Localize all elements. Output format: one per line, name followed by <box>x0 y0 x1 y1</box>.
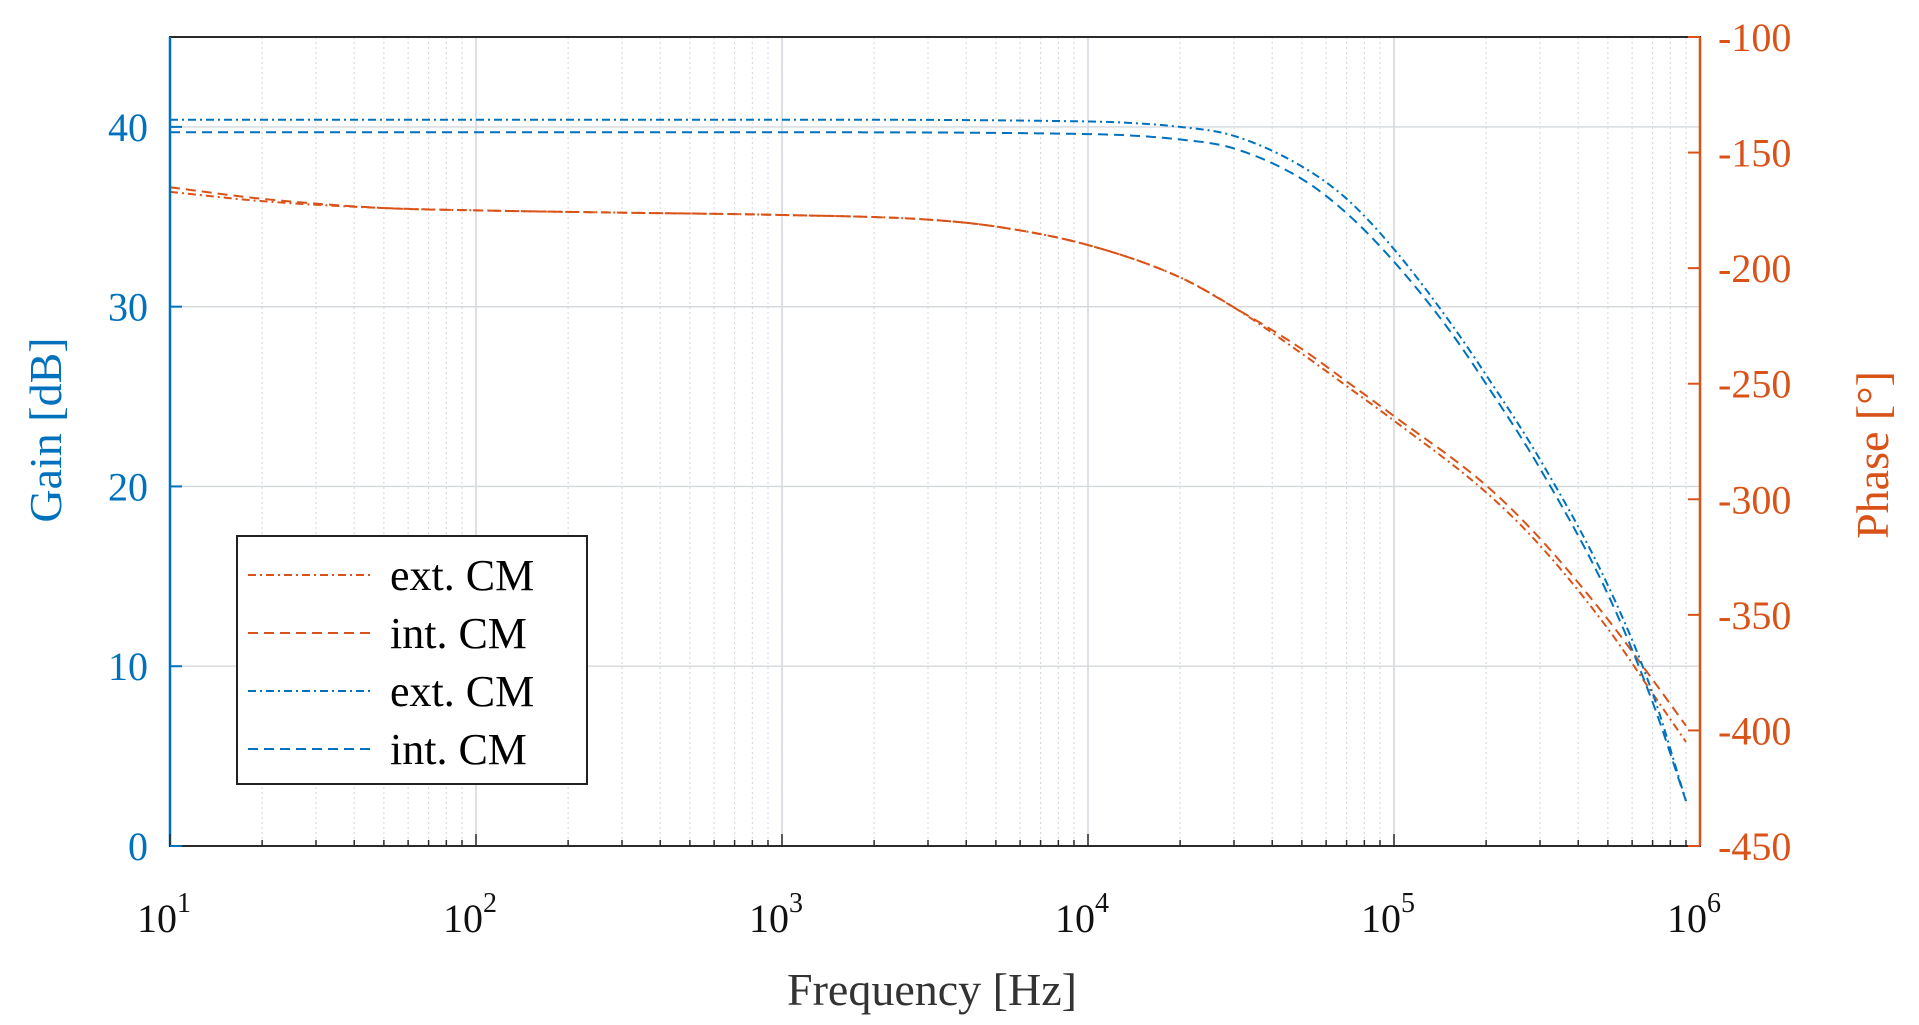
x-tick-exponent: 6 <box>1707 888 1721 919</box>
y-right-tick-label: -400 <box>1718 708 1791 753</box>
x-tick-exponent: 1 <box>177 888 191 919</box>
y-right-tick-label: -200 <box>1718 246 1791 291</box>
series-gain-ext-cm-line <box>170 118 1687 802</box>
y-left-tick-label: 20 <box>108 464 148 509</box>
legend-label: ext. CM <box>390 667 534 716</box>
x-tick-label: 103 <box>749 888 803 941</box>
y-right-tick-label: -450 <box>1718 824 1791 869</box>
series-gain-int-cm-line <box>170 131 1687 802</box>
legend-label: int. CM <box>390 725 527 774</box>
y-right-tick-label: -100 <box>1718 15 1791 60</box>
y-left-tick-label: 40 <box>108 105 148 150</box>
x-axis-title: Frequency [Hz] <box>787 964 1077 1015</box>
x-tick-label: 102 <box>443 888 497 941</box>
series-phase-int-cm-line <box>169 186 1687 727</box>
legend-label: ext. CM <box>390 551 534 600</box>
right-axis-title: Phase [°] <box>1847 371 1898 539</box>
legend: ext. CM int. CM ext. CM int. CM <box>236 535 588 785</box>
y-left-tick-label: 30 <box>108 285 148 330</box>
x-tick-label: 105 <box>1361 888 1415 941</box>
legend-box <box>236 535 588 785</box>
x-tick-exponent: 4 <box>1095 888 1109 919</box>
tick-labels: 101 102 103 104 105 106 0 10 20 30 40 -450 -400 -350 -… <box>108 15 1791 941</box>
ticks <box>169 36 1700 847</box>
y-left-tick-label: 0 <box>128 824 148 869</box>
x-tick-label: 101 <box>137 888 191 941</box>
x-tick-exponent: 2 <box>483 888 497 919</box>
x-tick-label: 106 <box>1667 888 1721 941</box>
y-right-tick-label: -250 <box>1718 362 1791 407</box>
y-right-tick-label: -150 <box>1718 131 1791 176</box>
legend-label: int. CM <box>390 609 527 658</box>
y-right-tick-label: -300 <box>1718 477 1791 522</box>
x-tick-exponent: 5 <box>1401 888 1415 919</box>
x-tick-label: 104 <box>1055 888 1109 941</box>
left-axis-title: Gain [dB] <box>20 337 71 522</box>
series-layer <box>169 118 1687 802</box>
x-tick-exponent: 3 <box>789 888 803 919</box>
y-right-tick-label: -350 <box>1718 593 1791 638</box>
y-left-tick-label: 10 <box>108 644 148 689</box>
